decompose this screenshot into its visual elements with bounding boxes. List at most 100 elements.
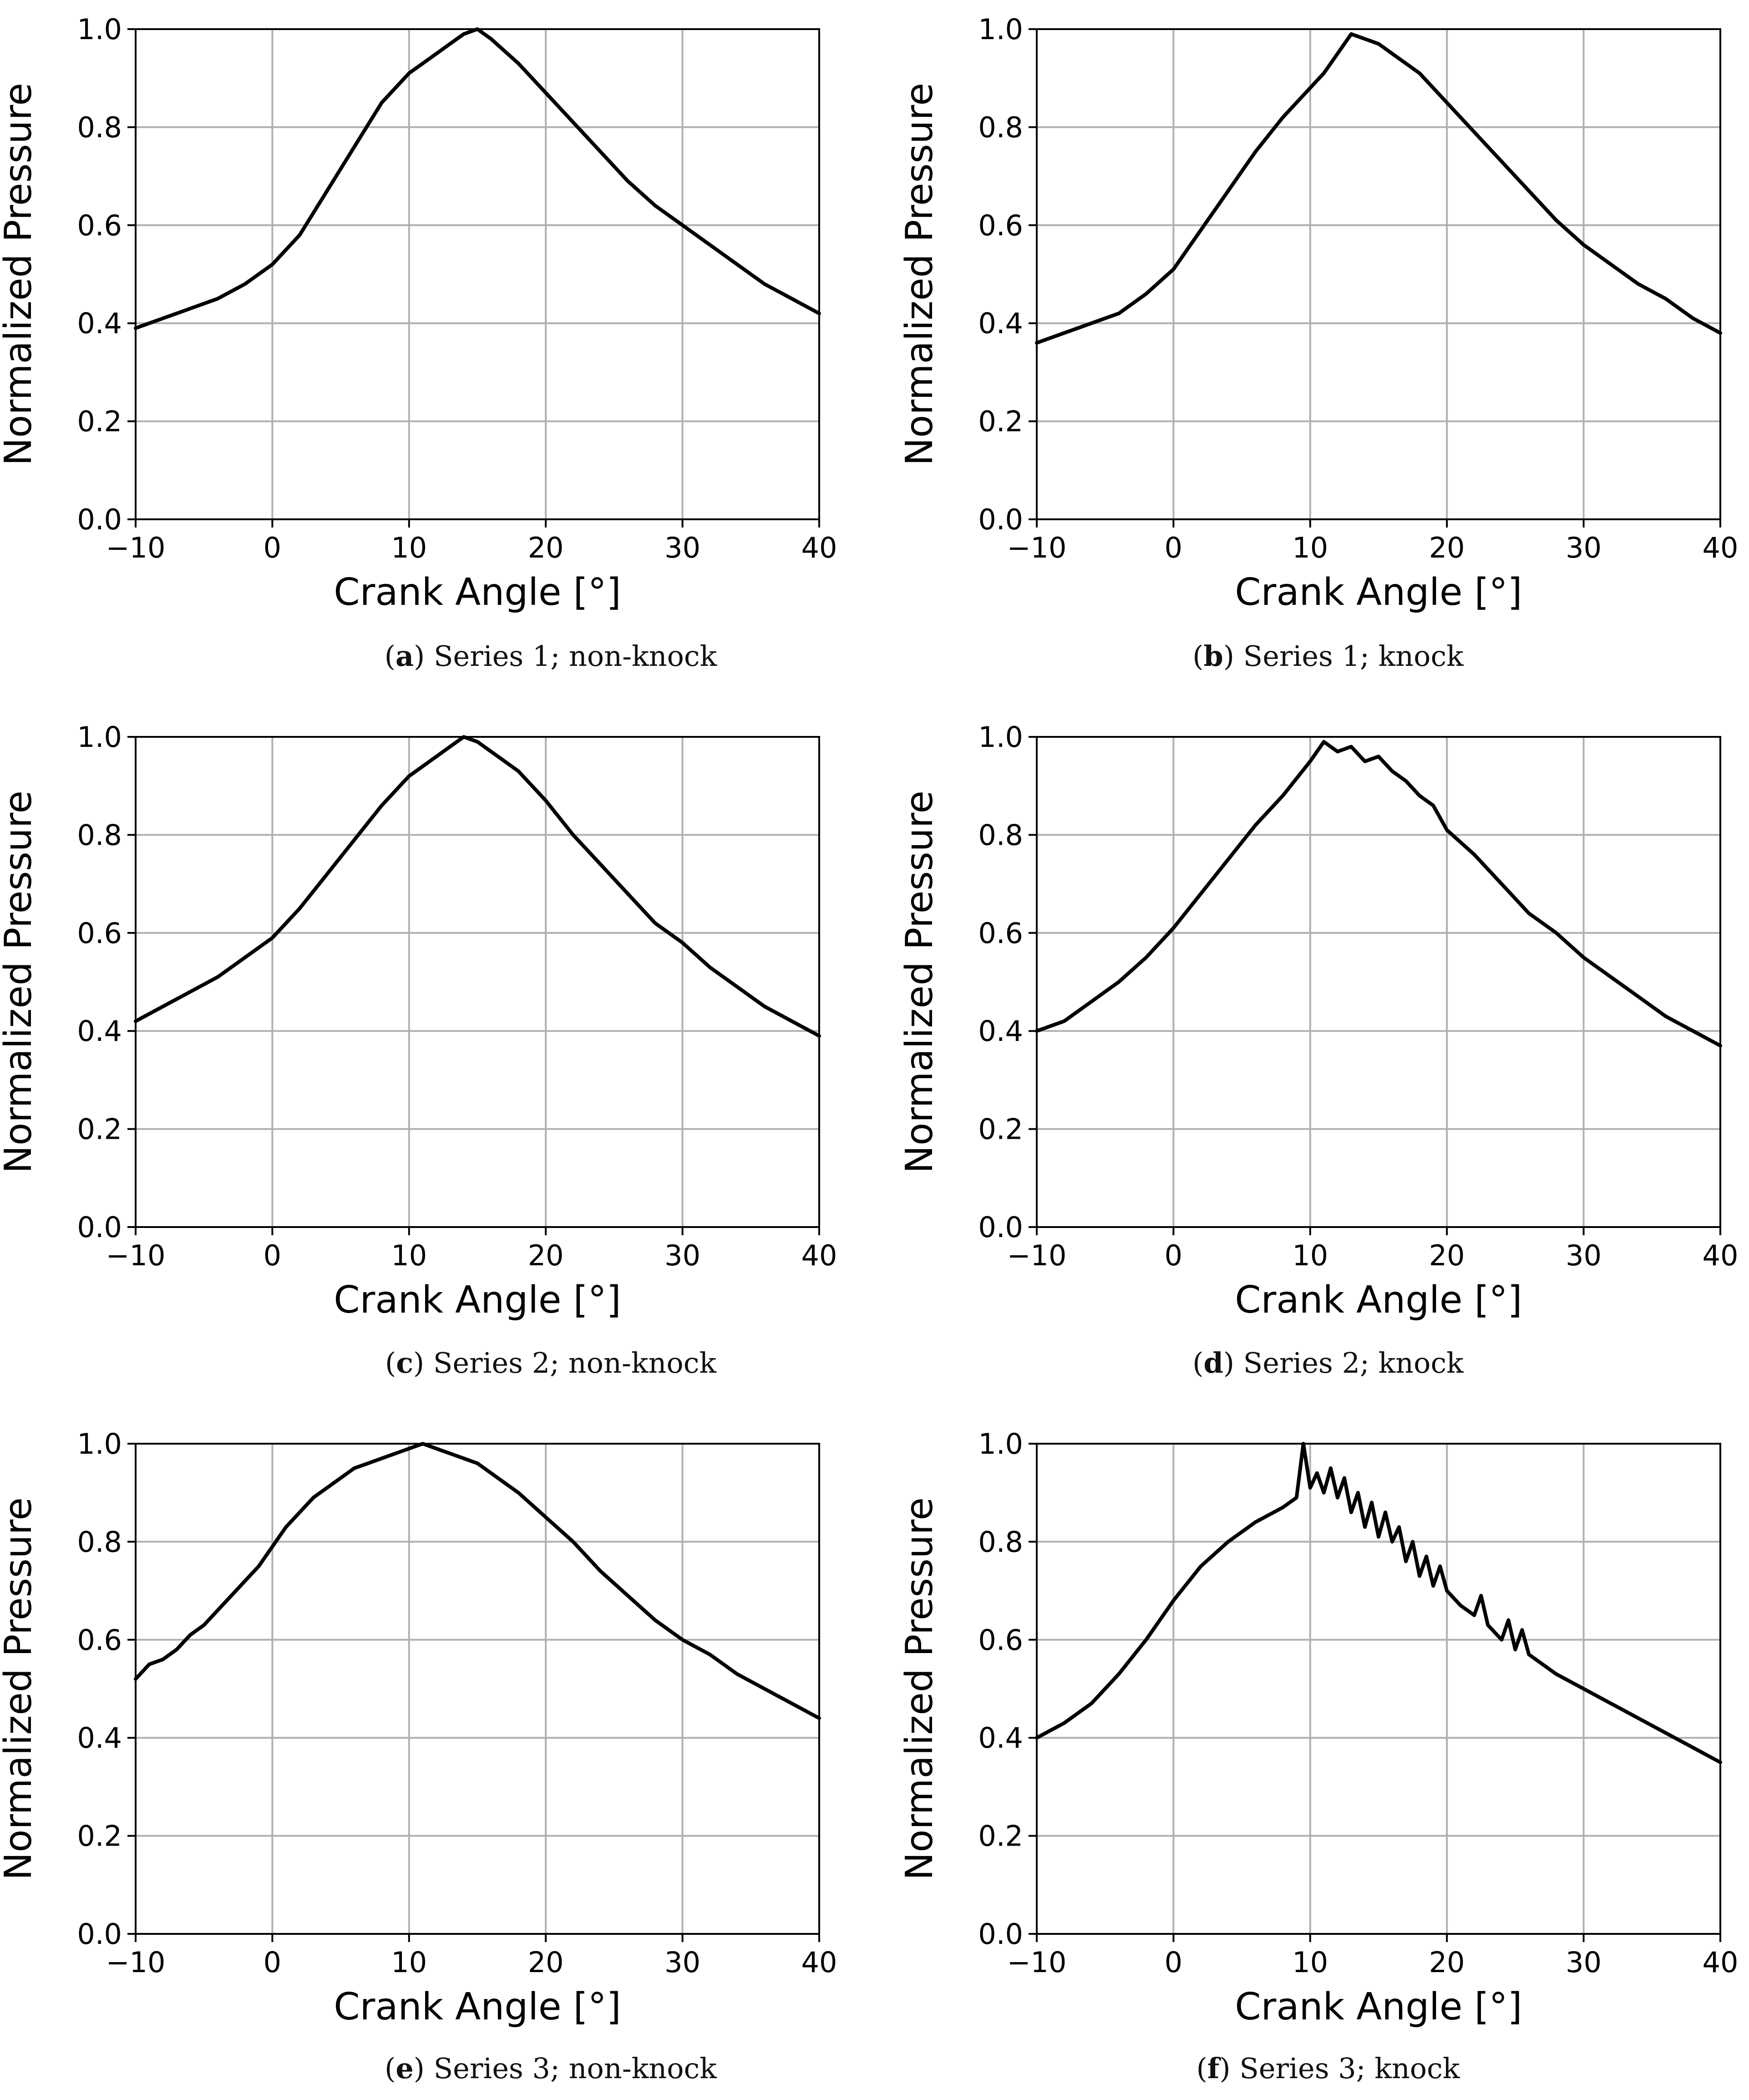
caption-f: (f) Series 3; knock — [1196, 2052, 1460, 2085]
y-tick-label: 0.8 — [77, 818, 122, 852]
y-tick-label: 0.8 — [77, 1525, 122, 1558]
y-tick-label: 0.6 — [978, 917, 1023, 950]
y-tick-label: 1.0 — [978, 1427, 1023, 1461]
chart-panel-1: −10 0 10 20 30 40 0.0 0.2 0.4 0.6 0.8 1.0 Crank Angl… — [0, 13, 837, 614]
x-tick-label: −10 — [106, 1946, 166, 1979]
axes-frame — [1036, 736, 1721, 1228]
chart-panel-2: −10 0 10 20 30 40 0.0 0.2 0.4 0.6 0.8 1.0 Crank Angl… — [898, 13, 1738, 614]
y-tick-label: 0.6 — [77, 209, 122, 242]
x-axis-label: Crank Angle [°] — [334, 1985, 621, 2029]
x-tick-label: 30 — [1566, 1239, 1602, 1272]
y-tick-label: 0.0 — [978, 503, 1023, 536]
x-axis-label: Crank Angle [°] — [1235, 571, 1522, 614]
x-tick-label: 30 — [664, 1239, 700, 1272]
x-tick-label: 40 — [1703, 1239, 1739, 1272]
y-axis-label: Normalized Pressure — [898, 1497, 941, 1880]
y-tick-label: 1.0 — [77, 720, 122, 754]
y-axis-label: Normalized Pressure — [0, 83, 40, 466]
y-tick-label: 1.0 — [978, 720, 1023, 754]
y-tick-label: 0.0 — [978, 1211, 1023, 1244]
x-tick-label: 40 — [1703, 531, 1739, 564]
x-tick-label: 30 — [664, 531, 700, 564]
y-axis-label: Normalized Pressure — [0, 791, 40, 1173]
axes-frame — [135, 736, 820, 1228]
caption-text: Series 1; knock — [1243, 639, 1464, 673]
x-axis-label: Crank Angle [°] — [334, 1278, 621, 1322]
y-tick-label: 1.0 — [77, 13, 122, 46]
x-tick-label: 40 — [801, 531, 837, 564]
x-axis-label: Crank Angle [°] — [1235, 1985, 1522, 2029]
caption-b: (b) Series 1; knock — [1192, 639, 1464, 673]
axes-frame — [1036, 28, 1721, 520]
y-tick-label: 0.0 — [77, 1917, 122, 1951]
x-tick-label: 30 — [664, 1946, 700, 1979]
y-tick-label: 0.4 — [978, 307, 1023, 340]
x-tick-label: 10 — [1292, 1946, 1328, 1979]
caption-letter: c — [396, 1346, 413, 1380]
x-tick-label: 0 — [1165, 1946, 1182, 1979]
y-tick-label: 0.2 — [77, 1113, 122, 1146]
caption-letter: d — [1203, 1346, 1223, 1380]
x-tick-label: 10 — [1292, 531, 1328, 564]
x-tick-label: 0 — [1165, 1239, 1182, 1272]
x-tick-label: 0 — [1165, 531, 1182, 564]
caption-letter: a — [395, 639, 414, 673]
y-axis-label: Normalized Pressure — [898, 83, 941, 466]
caption-letter: e — [395, 2052, 414, 2085]
y-tick-label: 0.2 — [77, 405, 122, 438]
y-tick-label: 0.6 — [77, 1623, 122, 1657]
y-tick-label: 0.0 — [77, 503, 122, 536]
chart-panel-6: −10 0 10 20 30 40 0.0 0.2 0.4 0.6 0.8 1.0 Crank Angl… — [898, 1427, 1738, 2029]
y-tick-label: 0.4 — [77, 307, 122, 340]
axes-frame — [135, 28, 820, 520]
x-tick-label: 10 — [391, 531, 427, 564]
x-tick-label: 40 — [1703, 1946, 1739, 1979]
caption-letter: b — [1203, 639, 1223, 673]
y-tick-label: 0.4 — [978, 1721, 1023, 1755]
x-tick-label: 0 — [264, 531, 281, 564]
x-tick-label: 40 — [801, 1946, 837, 1979]
y-axis-label: Normalized Pressure — [898, 791, 941, 1173]
x-tick-label: −10 — [1007, 1239, 1067, 1272]
axes-frame — [1036, 1443, 1721, 1935]
chart-panel-3: −10 0 10 20 30 40 0.0 0.2 0.4 0.6 0.8 1.0 Crank Angl… — [0, 720, 837, 1322]
x-tick-label: 20 — [528, 1946, 564, 1979]
y-tick-label: 0.2 — [978, 1113, 1023, 1146]
caption-text: Series 2; non-knock — [433, 1346, 717, 1380]
y-tick-label: 1.0 — [77, 1427, 122, 1461]
x-tick-label: 40 — [801, 1239, 837, 1272]
y-axis-label: Normalized Pressure — [0, 1497, 40, 1880]
x-tick-label: 10 — [1292, 1239, 1328, 1272]
x-tick-label: 10 — [391, 1946, 427, 1979]
chart-panel-4: −10 0 10 20 30 40 0.0 0.2 0.4 0.6 0.8 1.0 Crank Angl… — [898, 720, 1738, 1322]
y-tick-label: 0.6 — [978, 1623, 1023, 1657]
caption-text: Series 3; non-knock — [433, 2052, 717, 2085]
x-tick-label: −10 — [106, 1239, 166, 1272]
x-tick-label: 20 — [1429, 1946, 1465, 1979]
caption-letter: f — [1207, 2052, 1220, 2085]
y-tick-label: 0.6 — [978, 209, 1023, 242]
y-tick-label: 0.8 — [978, 1525, 1023, 1558]
x-tick-label: 20 — [1429, 1239, 1465, 1272]
x-tick-label: 20 — [1429, 531, 1465, 564]
y-tick-label: 0.2 — [978, 1820, 1023, 1853]
y-tick-label: 0.6 — [77, 917, 122, 950]
series-line — [1035, 740, 1722, 1048]
caption-text: Series 3; knock — [1239, 2052, 1460, 2085]
series-line — [1035, 1442, 1722, 1765]
series-line — [1035, 32, 1722, 345]
y-tick-label: 1.0 — [978, 13, 1023, 46]
chart-panel-5: −10 0 10 20 30 40 0.0 0.2 0.4 0.6 0.8 1.0 Crank Angl… — [0, 1427, 837, 2029]
x-tick-label: 30 — [1566, 1946, 1602, 1979]
y-tick-label: 0.8 — [77, 111, 122, 144]
x-axis-label: Crank Angle [°] — [1235, 1278, 1522, 1322]
x-tick-label: −10 — [1007, 531, 1067, 564]
caption-d: (d) Series 2; knock — [1192, 1346, 1464, 1380]
x-tick-label: −10 — [1007, 1946, 1067, 1979]
series-line — [134, 735, 821, 1038]
caption-a: (a) Series 1; non-knock — [384, 639, 717, 673]
x-tick-label: 0 — [264, 1946, 281, 1979]
y-tick-label: 0.4 — [77, 1721, 122, 1755]
axes-frame — [135, 1443, 820, 1935]
